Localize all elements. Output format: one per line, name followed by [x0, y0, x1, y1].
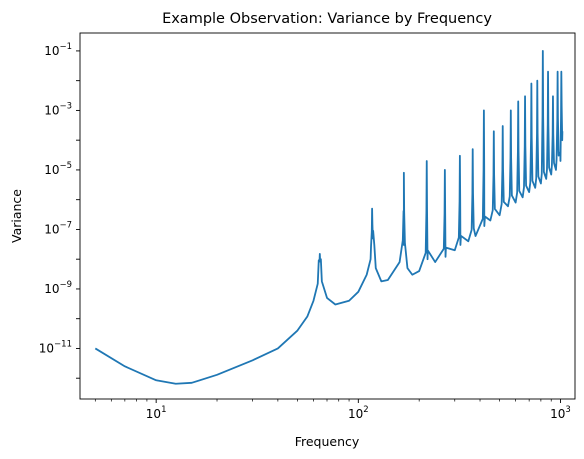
y-tick-label: 10−11 [39, 339, 72, 355]
x-tick-label: 102 [348, 405, 369, 421]
y-tick-label: 10−3 [44, 101, 72, 117]
y-axis-label: Variance [9, 189, 24, 243]
y-tick-label: 10−9 [44, 280, 72, 296]
y-tick-label: 10−5 [44, 161, 72, 177]
y-axis: 10−11 10−9 10−7 10−5 10−3 10−1 [39, 42, 80, 379]
y-tick-label: 10−7 [44, 220, 72, 236]
plot-area [79, 32, 576, 400]
chart-title: Example Observation: Variance by Frequen… [162, 11, 492, 27]
x-axis: 101 102 103 [94, 399, 571, 421]
y-tick-label: 10−1 [44, 42, 72, 58]
x-tick-label: 103 [550, 405, 571, 421]
axes-frame [79, 32, 576, 400]
x-tick-label: 101 [146, 405, 167, 421]
series-line [94, 50, 564, 385]
x-axis-label: Frequency [295, 434, 360, 449]
